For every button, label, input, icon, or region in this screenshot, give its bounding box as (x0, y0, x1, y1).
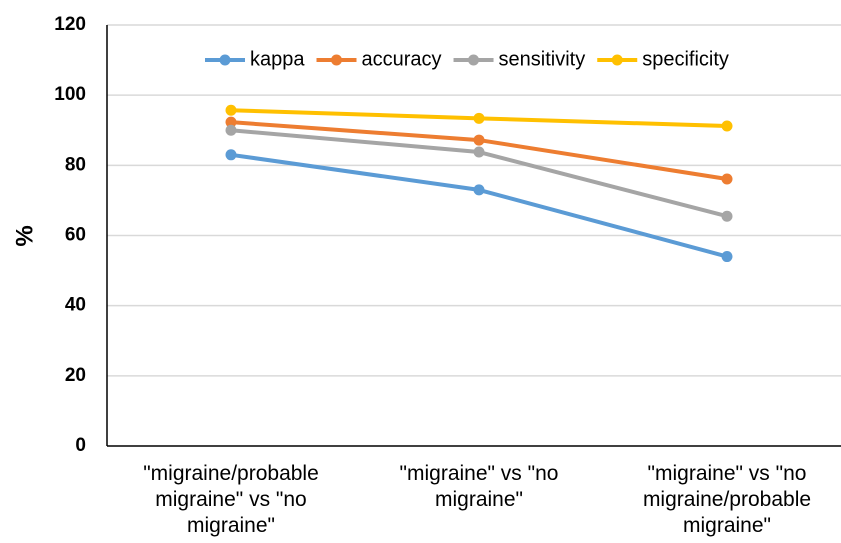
point (721, 210, 733, 222)
legend-label: specificity (642, 48, 729, 70)
grid (107, 24, 841, 377)
legend-marker (468, 54, 480, 66)
y-tick-label: 100 (54, 84, 86, 105)
y-tick-label: 60 (65, 225, 86, 246)
point (721, 173, 733, 185)
point (225, 149, 237, 161)
y-tick-label: 120 (54, 14, 86, 35)
legend-marker (331, 54, 342, 66)
x-tick-label: "migraine" vs "no migraine" (399, 462, 559, 511)
y-axis-label: % (11, 225, 38, 246)
point (225, 116, 237, 128)
y-tick-label: 80 (65, 154, 86, 175)
series-line (230, 152, 728, 259)
point (473, 146, 485, 158)
point (473, 184, 485, 196)
x-tick-label: "migraine/probable migraine" vs "no migr… (143, 462, 319, 537)
point (473, 134, 485, 146)
y-tick-label: 0 (75, 435, 86, 456)
x-tick-label: "migraine" vs "no migraine/probable migr… (642, 462, 812, 537)
legend-marker (611, 54, 623, 66)
legend-marker (219, 54, 231, 66)
legend-label: sensitivity (499, 48, 586, 70)
point (721, 120, 733, 132)
legend-label: kappa (250, 48, 305, 70)
legend-label: accuracy (362, 48, 442, 70)
point (721, 251, 733, 263)
point (225, 124, 237, 136)
point (225, 104, 237, 116)
y-tick-label: 40 (65, 295, 86, 316)
point (473, 112, 485, 124)
y-tick-label: 20 (65, 365, 86, 386)
